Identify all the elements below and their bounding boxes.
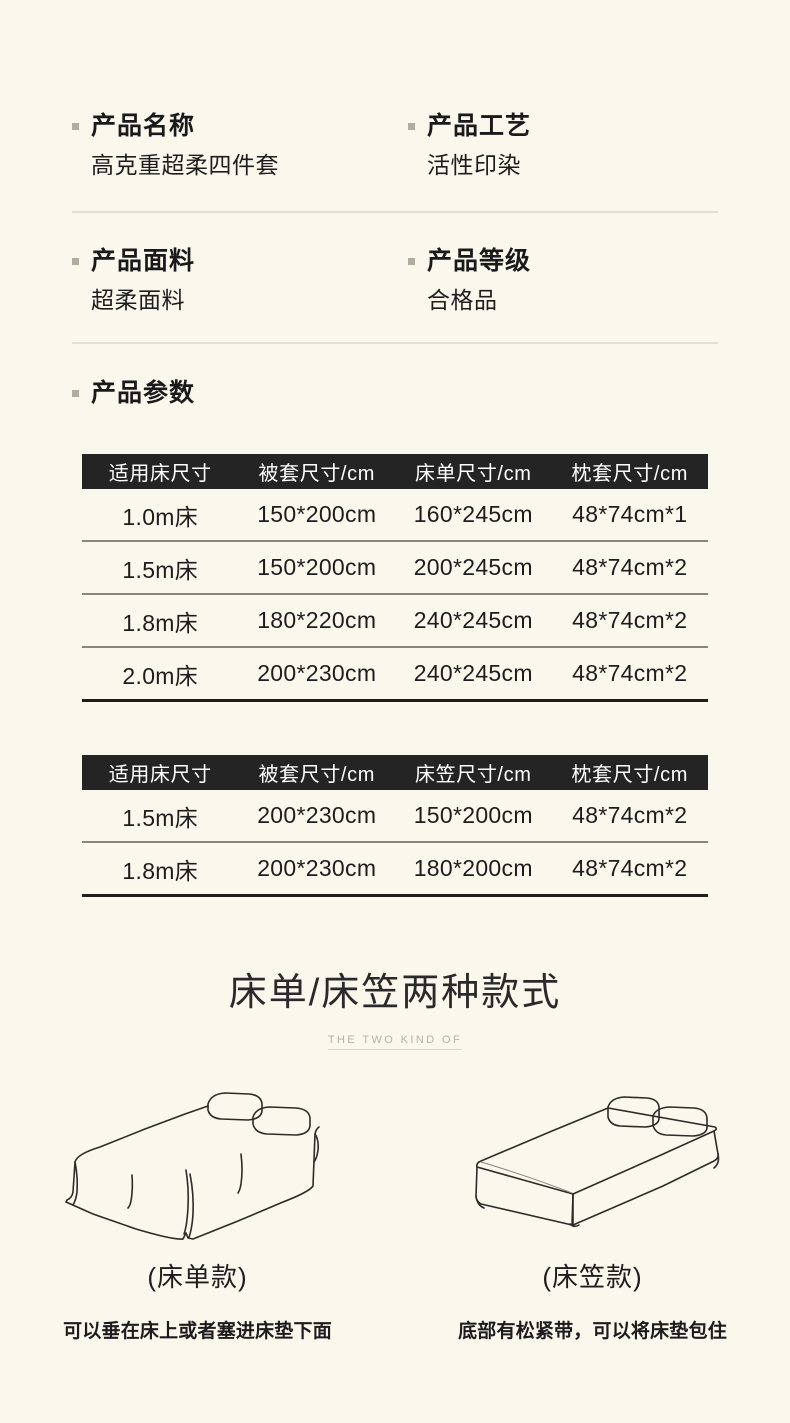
spec-info-section: 产品名称 高克重超柔四件套 产品工艺 活性印染 <box>0 110 790 181</box>
table-cell: 150*200cm <box>238 489 395 543</box>
table-row: 2.0m床 200*230cm 240*245cm 48*74cm*2 <box>82 647 708 703</box>
spec-label: 产品面料 <box>91 246 196 275</box>
spec-cell-product-fabric: 产品面料 超柔面料 <box>72 245 395 316</box>
table-column-header: 被套尺寸/cm <box>238 755 395 791</box>
fitted-sheet-note: 底部有松紧带，可以将床垫包住 <box>458 1321 727 1343</box>
table-cell: 1.5m床 <box>82 790 239 844</box>
params-heading-block: 产品参数 <box>0 377 790 411</box>
square-bullet-icon <box>72 389 79 397</box>
table-cell: 200*230cm <box>238 790 395 844</box>
spec-value: 超柔面料 <box>91 286 185 313</box>
spec-cell-product-name: 产品名称 高克重超柔四件套 <box>72 110 395 181</box>
styles-section-subtitle: THE TWO KIND OF <box>327 1034 463 1051</box>
flat-sheet-caption: (床单款) <box>147 1262 248 1293</box>
table-cell: 240*245cm <box>395 594 552 649</box>
flat-sheet-illustration <box>64 1092 320 1241</box>
spec-info-section-2: 产品面料 超柔面料 产品等级 合格品 <box>0 245 790 316</box>
fitted-sheet-size-table: 适用床尺寸 被套尺寸/cm 床笠尺寸/cm 枕套尺寸/cm 1.5m床 200*… <box>82 755 708 898</box>
table-row: 1.0m床 150*200cm 160*245cm 48*74cm*1 <box>82 489 708 543</box>
spec-heading: 产品名称 <box>72 110 395 144</box>
table-cell: 1.5m床 <box>82 541 239 596</box>
spec-cell-product-grade: 产品等级 合格品 <box>395 245 718 316</box>
table-cell: 48*74cm*2 <box>551 541 708 596</box>
square-bullet-icon <box>72 257 79 265</box>
section-divider <box>72 341 718 344</box>
spec-label: 产品工艺 <box>427 112 532 140</box>
fitted-sheet-column: (床笠款) 底部有松紧带，可以将床垫包住 <box>395 1074 790 1343</box>
table-column-header: 适用床尺寸 <box>82 755 239 791</box>
fitted-sheet-illustration <box>474 1096 719 1228</box>
styles-section-title: 床单/床笠两种款式 <box>228 972 562 1015</box>
table-header: 适用床尺寸 被套尺寸/cm 床笠尺寸/cm 枕套尺寸/cm <box>82 755 708 791</box>
table-cell: 200*230cm <box>238 647 395 703</box>
table-cell: 160*245cm <box>395 489 552 543</box>
spec-row: 产品名称 高克重超柔四件套 产品工艺 活性印染 <box>72 110 718 181</box>
spec-value: 合格品 <box>427 286 498 313</box>
table-row: 1.5m床 200*230cm 150*200cm 48*74cm*2 <box>82 790 708 844</box>
table-column-header: 枕套尺寸/cm <box>551 755 708 791</box>
spec-heading: 产品工艺 <box>408 110 718 144</box>
square-bullet-icon <box>408 257 415 265</box>
table-body: 1.0m床 150*200cm 160*245cm 48*74cm*1 1.5m… <box>82 489 708 703</box>
bed-sheet-size-table-wrap: 适用床尺寸 被套尺寸/cm 床单尺寸/cm 枕套尺寸/cm 1.0m床 150*… <box>82 454 708 703</box>
bed-sheet-size-table: 适用床尺寸 被套尺寸/cm 床单尺寸/cm 枕套尺寸/cm 1.0m床 150*… <box>82 454 708 703</box>
spec-label: 产品名称 <box>91 112 196 140</box>
spec-heading: 产品面料 <box>72 245 395 279</box>
square-bullet-icon <box>72 123 79 130</box>
table-row: 1.5m床 150*200cm 200*245cm 48*74cm*2 <box>82 541 708 596</box>
table-header-row: 适用床尺寸 被套尺寸/cm 床单尺寸/cm 枕套尺寸/cm <box>82 454 708 490</box>
table-cell: 48*74cm*2 <box>551 842 708 898</box>
table-cell: 180*220cm <box>238 594 395 649</box>
table-cell: 48*74cm*1 <box>551 489 708 543</box>
table-body: 1.5m床 200*230cm 150*200cm 48*74cm*2 1.8m… <box>82 790 708 898</box>
page-title: 产品参数 <box>91 378 196 407</box>
illustrations-row: (床单款) 可以垂在床上或者塞进床垫下面 (床笠款) 底 <box>0 1074 790 1343</box>
table-column-header: 适用床尺寸 <box>82 454 239 490</box>
table-cell: 1.8m床 <box>82 842 239 898</box>
table-header-row: 适用床尺寸 被套尺寸/cm 床笠尺寸/cm 枕套尺寸/cm <box>82 755 708 791</box>
table-cell: 48*74cm*2 <box>551 594 708 649</box>
table-column-header: 床笠尺寸/cm <box>395 755 552 791</box>
spec-value: 活性印染 <box>427 151 521 178</box>
table-cell: 48*74cm*2 <box>551 647 708 703</box>
table-column-header: 床单尺寸/cm <box>395 454 552 490</box>
table-cell: 48*74cm*2 <box>551 790 708 844</box>
flat-sheet-note: 可以垂在床上或者塞进床垫下面 <box>63 1321 332 1343</box>
square-bullet-icon <box>408 123 415 130</box>
spec-row: 产品面料 超柔面料 产品等级 合格品 <box>72 245 718 316</box>
spec-heading: 产品参数 <box>72 377 718 411</box>
table-row: 1.8m床 180*220cm 240*245cm 48*74cm*2 <box>82 594 708 649</box>
styles-section-subtitle-wrap: THE TWO KIND OF <box>0 1030 790 1051</box>
table-cell: 240*245cm <box>395 647 552 703</box>
table-header: 适用床尺寸 被套尺寸/cm 床单尺寸/cm 枕套尺寸/cm <box>82 454 708 490</box>
table-cell: 1.0m床 <box>82 489 239 543</box>
table-cell: 2.0m床 <box>82 647 239 703</box>
table-cell: 200*230cm <box>238 842 395 898</box>
spec-label: 产品等级 <box>427 246 532 275</box>
spec-value: 高克重超柔四件套 <box>91 151 279 178</box>
spec-cell-product-craft: 产品工艺 活性印染 <box>395 110 718 181</box>
flat-sheet-column: (床单款) 可以垂在床上或者塞进床垫下面 <box>0 1074 395 1343</box>
fitted-sheet-caption: (床笠款) <box>542 1262 643 1293</box>
table-cell: 200*245cm <box>395 541 552 596</box>
table-column-header: 枕套尺寸/cm <box>551 454 708 490</box>
fitted-sheet-size-table-wrap: 适用床尺寸 被套尺寸/cm 床笠尺寸/cm 枕套尺寸/cm 1.5m床 200*… <box>82 755 708 898</box>
table-cell: 180*200cm <box>395 842 552 898</box>
section-divider <box>72 210 718 213</box>
table-cell: 150*200cm <box>395 790 552 844</box>
spec-heading: 产品等级 <box>408 245 718 279</box>
table-column-header: 被套尺寸/cm <box>238 454 395 490</box>
table-cell: 150*200cm <box>238 541 395 596</box>
table-row: 1.8m床 200*230cm 180*200cm 48*74cm*2 <box>82 842 708 898</box>
table-cell: 1.8m床 <box>82 594 239 649</box>
